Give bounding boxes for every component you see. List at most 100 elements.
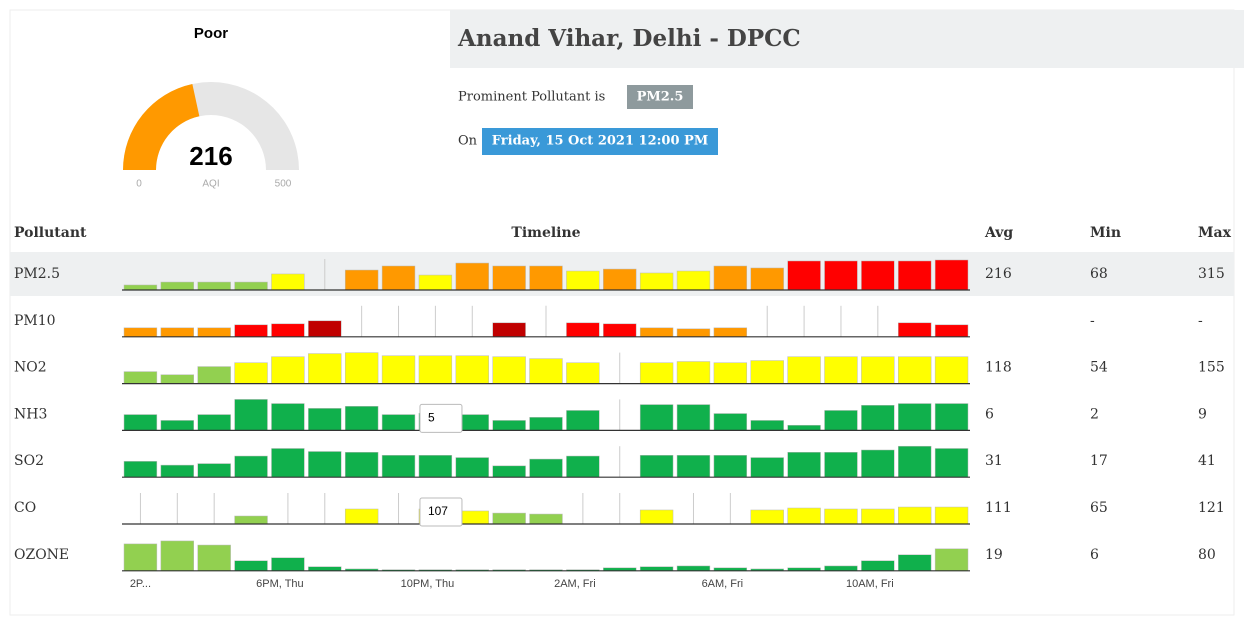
date: Friday, 15 Oct 2021 12:00 PM [492,134,708,149]
bar [234,515,268,525]
bar [713,455,748,478]
bar [566,455,600,478]
bar [123,327,158,338]
bar [566,322,600,338]
pollutant-name: CO [14,500,36,516]
bar [934,324,969,338]
time-label: 6PM, Thu [256,578,304,590]
pollutant-name: NH3 [14,406,47,422]
pollutant-name: PM10 [14,313,56,329]
bar [455,355,489,384]
bar [787,451,821,478]
bar [861,405,895,431]
bar [676,455,711,478]
bar [197,281,231,291]
bar [676,328,711,338]
bar [934,356,969,384]
bar [824,451,858,478]
bar [639,362,674,384]
bar [197,327,231,338]
column-header: Avg [984,225,1013,241]
bar [492,322,526,338]
bar [381,414,416,431]
bar [271,323,305,338]
bar [934,548,969,572]
min: 68 [1090,266,1108,282]
bar [234,399,268,431]
bar [197,463,231,478]
tooltip [419,403,463,433]
bar [639,272,674,291]
date-prefix: On [458,134,478,149]
bar [639,455,674,478]
bar [160,281,194,291]
bar [234,324,268,338]
bar [676,361,711,384]
bar [271,403,305,431]
bar [824,410,858,431]
tooltip [419,497,463,527]
max: 80 [1198,547,1216,563]
bar [750,360,784,384]
bar [898,554,932,572]
gauge-value: 216 [189,141,232,171]
pollutant-name: NO2 [14,360,47,376]
gauge-status: Poor [194,25,228,42]
bar [824,508,858,525]
bar [934,448,969,478]
avg: 118 [985,360,1012,376]
gauge-unit: AQI [202,179,219,190]
max: 315 [1198,266,1225,282]
bar [381,265,416,291]
min: 65 [1090,500,1108,516]
bar [787,260,821,291]
bar [861,508,895,525]
bar [934,506,969,525]
time-label: 10AM, Fri [846,578,894,590]
bar [160,374,194,384]
max: 41 [1198,453,1216,469]
bar [418,274,453,291]
avg: 6 [985,406,994,422]
bar [123,371,158,384]
bar [861,449,895,478]
bar [344,269,379,291]
time-label: 10PM, Thu [401,578,455,590]
bar [344,352,379,384]
bar [639,509,674,525]
bar [344,451,379,478]
column-header: Min [1090,225,1121,241]
bar [160,464,194,478]
column-header: Max [1198,225,1232,241]
bar [861,260,895,291]
pollutant-name: OZONE [14,547,69,563]
bar [898,260,932,291]
bar [234,281,268,291]
bar [308,408,342,431]
gauge-min: 0 [136,179,142,190]
bar [934,403,969,431]
bar [344,508,379,525]
bar [123,414,158,431]
bar [529,265,563,291]
bar [271,356,305,384]
bar [713,362,748,384]
bar [566,362,600,384]
avg: 31 [985,453,1003,469]
pollutant-name: PM2.5 [14,266,60,282]
max: - [1198,313,1203,329]
bar [676,270,711,291]
bar [455,262,489,291]
bar [898,322,932,338]
bar [529,458,563,478]
title-band [450,10,1244,68]
bar [234,362,268,384]
min: 6 [1090,547,1099,563]
avg: 216 [985,266,1012,282]
pollutant-text: Prominent Pollutant is [458,90,605,105]
bar [603,268,637,291]
bar [676,404,711,431]
bar [308,353,342,384]
min: 2 [1090,406,1099,422]
